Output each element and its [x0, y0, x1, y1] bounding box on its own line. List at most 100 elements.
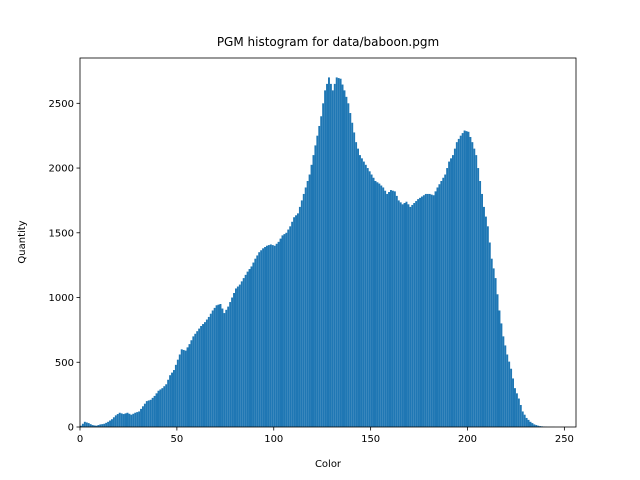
- bar: [235, 288, 237, 427]
- bar: [188, 344, 191, 427]
- bar: [393, 191, 396, 427]
- bar: [186, 347, 189, 427]
- bar: [184, 350, 187, 427]
- bar: [103, 423, 106, 427]
- bar: [341, 84, 344, 427]
- bar: [349, 113, 352, 428]
- y-tick-label: 2000: [49, 164, 74, 175]
- y-tick-label: 1000: [49, 293, 74, 304]
- bar: [281, 235, 284, 427]
- bar: [250, 266, 253, 427]
- bar: [403, 203, 406, 427]
- bar: [533, 424, 536, 427]
- bar: [83, 421, 86, 427]
- bar: [136, 412, 139, 427]
- bar: [517, 398, 520, 427]
- bar: [153, 395, 156, 427]
- bar: [227, 306, 230, 427]
- bar: [384, 190, 387, 427]
- bar: [194, 333, 197, 427]
- bar: [326, 83, 328, 427]
- bar: [128, 413, 131, 427]
- x-tick-label: 200: [458, 434, 477, 445]
- bar: [477, 168, 480, 428]
- bar: [320, 116, 323, 428]
- bar: [448, 161, 451, 427]
- bar: [304, 187, 307, 427]
- bar: [238, 284, 241, 427]
- bar: [515, 393, 518, 427]
- y-tick-label: 500: [55, 358, 74, 369]
- bar: [124, 413, 127, 427]
- bar: [357, 148, 359, 427]
- bar: [161, 388, 164, 427]
- bar: [521, 411, 524, 427]
- bar: [252, 262, 255, 427]
- bar: [496, 294, 499, 427]
- bar: [87, 423, 90, 427]
- bar: [440, 181, 443, 427]
- bar: [438, 184, 441, 427]
- bar: [244, 274, 247, 427]
- bar: [339, 78, 342, 427]
- bar: [473, 148, 476, 427]
- bar: [126, 412, 129, 427]
- x-axis-label: Color: [315, 459, 342, 470]
- bar: [364, 164, 367, 427]
- bar: [411, 204, 414, 427]
- bar: [475, 155, 478, 427]
- bar: [465, 131, 468, 427]
- bar: [169, 375, 172, 427]
- bar: [500, 323, 503, 427]
- bar: [198, 328, 201, 427]
- bar: [335, 77, 338, 427]
- bar: [537, 425, 540, 427]
- bar: [240, 281, 243, 427]
- bar: [444, 174, 447, 427]
- bar: [333, 83, 336, 427]
- bar: [360, 158, 363, 427]
- bar: [273, 245, 276, 427]
- bar: [209, 313, 212, 427]
- bar: [529, 421, 532, 427]
- bar: [308, 174, 311, 427]
- bar: [91, 425, 94, 427]
- bar: [484, 216, 487, 427]
- bar: [174, 364, 177, 427]
- bar: [267, 245, 270, 427]
- bar: [298, 206, 301, 427]
- bar: [461, 133, 464, 428]
- bar: [295, 215, 297, 427]
- bar: [471, 142, 474, 427]
- bar: [223, 313, 226, 427]
- bar: [434, 191, 437, 427]
- bar: [306, 181, 309, 427]
- bar: [312, 155, 315, 427]
- bar: [422, 195, 425, 427]
- bar: [256, 255, 259, 427]
- bar: [322, 103, 325, 427]
- x-tick-label: 250: [555, 434, 574, 445]
- bar: [205, 319, 208, 427]
- bar: [80, 425, 82, 427]
- bar: [275, 243, 278, 427]
- bar: [143, 403, 146, 427]
- bar: [432, 195, 435, 427]
- bar: [347, 103, 350, 427]
- bar: [426, 193, 429, 427]
- bar: [283, 234, 286, 427]
- bar: [527, 419, 530, 427]
- bar: [483, 206, 485, 427]
- bar: [165, 384, 168, 427]
- bar: [424, 193, 427, 427]
- bar: [219, 304, 222, 427]
- bar: [293, 217, 296, 427]
- bar: [450, 158, 452, 427]
- bar: [277, 241, 280, 427]
- bar: [192, 336, 195, 427]
- bar: [391, 190, 394, 427]
- bar: [285, 232, 288, 427]
- bar: [380, 185, 383, 427]
- bar: [316, 135, 319, 427]
